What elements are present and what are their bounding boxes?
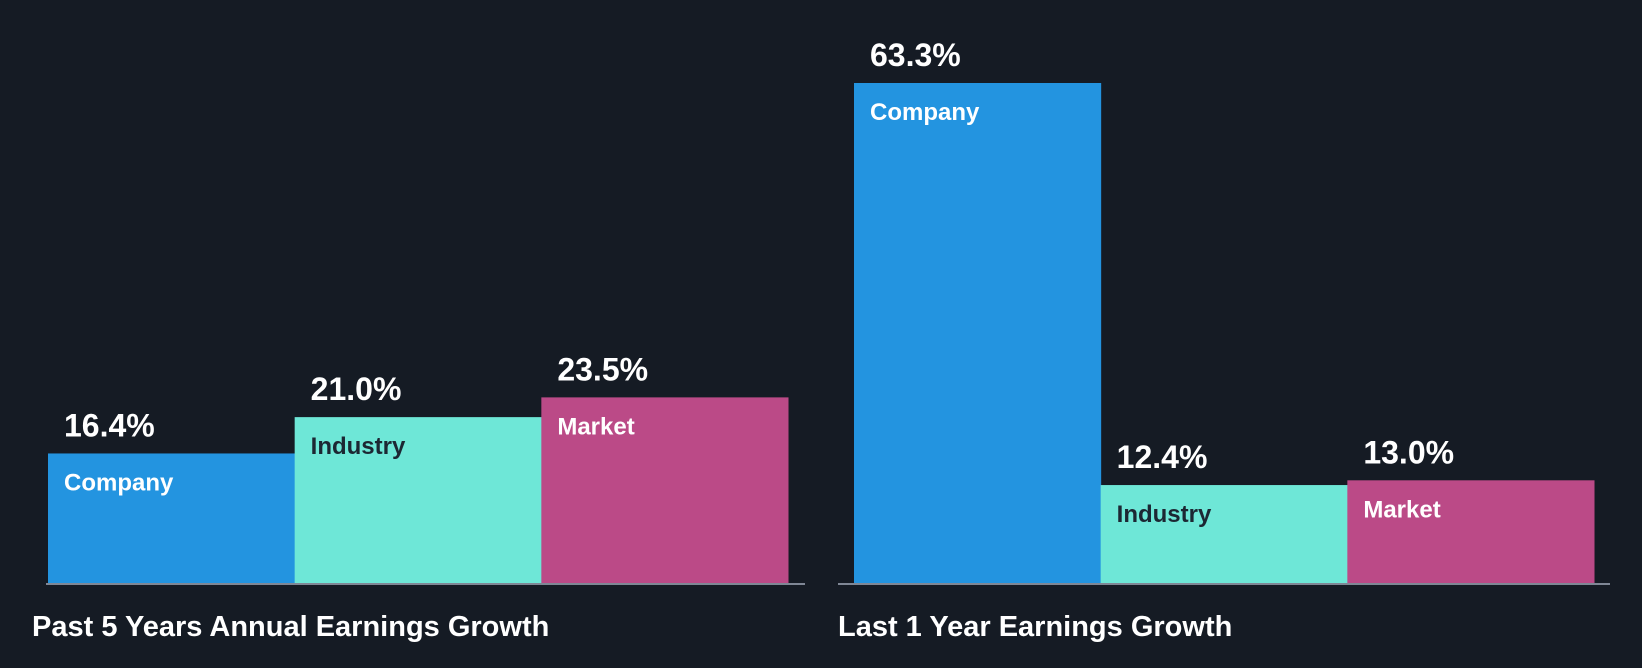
bar-industry (1100, 485, 1348, 583)
value-label-company: 63.3% (870, 37, 961, 73)
chart-panel-2: 63.3% Company 12.4% Industry 13.0% Market Last… (838, 37, 1610, 643)
category-label-industry: Industry (311, 433, 406, 460)
chart-panel-1: 16.4% Company 21.0% Industry 23.5% Market Past… (32, 351, 805, 643)
chart-title: Past 5 Years Annual Earnings Growth (32, 611, 549, 643)
category-label-industry: Industry (1117, 501, 1212, 528)
chart-panels: 16.4% Company 21.0% Industry 23.5% Market Past… (32, 37, 1610, 643)
category-label-company: Company (870, 99, 980, 126)
bar-market (541, 397, 789, 583)
bar-company (854, 83, 1102, 583)
value-label-industry: 21.0% (311, 371, 402, 407)
bar-company (48, 453, 296, 583)
value-label-industry: 12.4% (1117, 439, 1208, 475)
value-label-market: 13.0% (1363, 434, 1454, 470)
category-label-company: Company (64, 469, 174, 496)
value-label-market: 23.5% (557, 351, 648, 387)
bar-industry (294, 417, 542, 583)
category-label-market: Market (557, 413, 634, 440)
value-label-company: 16.4% (64, 407, 155, 443)
bar-market (1347, 480, 1595, 583)
chart-title: Last 1 Year Earnings Growth (838, 611, 1232, 643)
category-label-market: Market (1363, 496, 1440, 523)
